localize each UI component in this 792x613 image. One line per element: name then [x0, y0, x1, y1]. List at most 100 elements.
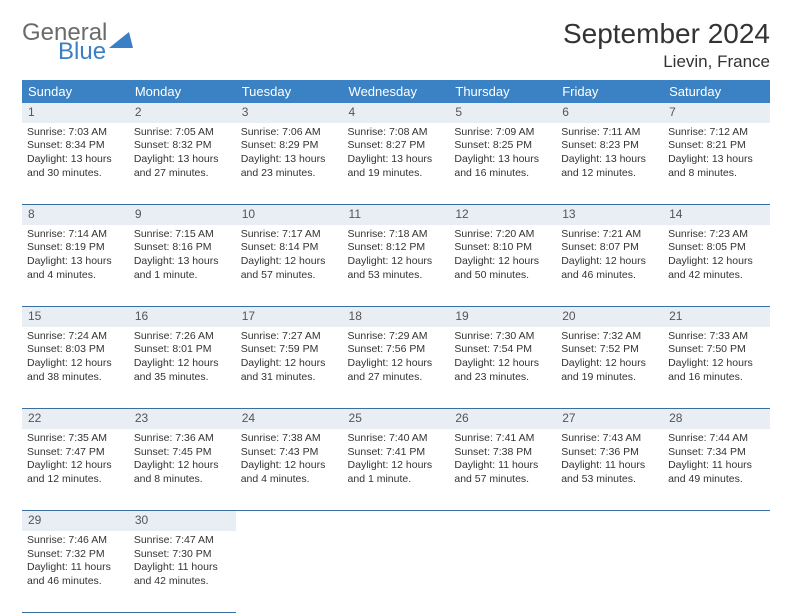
day-number: 29 — [22, 511, 129, 531]
day-number: 14 — [663, 205, 770, 225]
day-details: Sunrise: 7:29 AMSunset: 7:56 PMDaylight:… — [348, 330, 445, 385]
header: General Blue September 2024 Lievin, Fran… — [22, 18, 770, 72]
day-number: 15 — [22, 307, 129, 327]
day-number — [556, 511, 663, 531]
day-content-row: Sunrise: 7:24 AMSunset: 8:03 PMDaylight:… — [22, 327, 770, 409]
day-number: 18 — [343, 307, 450, 327]
day-cell: Sunrise: 7:46 AMSunset: 7:32 PMDaylight:… — [22, 531, 129, 613]
day-details: Sunrise: 7:05 AMSunset: 8:32 PMDaylight:… — [134, 126, 231, 181]
day-details: Sunrise: 7:33 AMSunset: 7:50 PMDaylight:… — [668, 330, 765, 385]
day-number: 13 — [556, 205, 663, 225]
day-cell: Sunrise: 7:18 AMSunset: 8:12 PMDaylight:… — [343, 225, 450, 307]
day-details: Sunrise: 7:11 AMSunset: 8:23 PMDaylight:… — [561, 126, 658, 181]
day-cell: Sunrise: 7:38 AMSunset: 7:43 PMDaylight:… — [236, 429, 343, 511]
day-cell: Sunrise: 7:35 AMSunset: 7:47 PMDaylight:… — [22, 429, 129, 511]
day-details: Sunrise: 7:03 AMSunset: 8:34 PMDaylight:… — [27, 126, 124, 181]
day-cell: Sunrise: 7:41 AMSunset: 7:38 PMDaylight:… — [449, 429, 556, 511]
day-number: 26 — [449, 409, 556, 429]
day-details: Sunrise: 7:46 AMSunset: 7:32 PMDaylight:… — [27, 534, 124, 589]
day-cell: Sunrise: 7:21 AMSunset: 8:07 PMDaylight:… — [556, 225, 663, 307]
day-number: 24 — [236, 409, 343, 429]
day-number: 8 — [22, 205, 129, 225]
day-cell: Sunrise: 7:05 AMSunset: 8:32 PMDaylight:… — [129, 123, 236, 205]
day-cell: Sunrise: 7:14 AMSunset: 8:19 PMDaylight:… — [22, 225, 129, 307]
day-cell — [449, 531, 556, 613]
day-number: 5 — [449, 103, 556, 123]
day-number: 12 — [449, 205, 556, 225]
day-details: Sunrise: 7:24 AMSunset: 8:03 PMDaylight:… — [27, 330, 124, 385]
day-content-row: Sunrise: 7:35 AMSunset: 7:47 PMDaylight:… — [22, 429, 770, 511]
day-number: 20 — [556, 307, 663, 327]
day-cell: Sunrise: 7:12 AMSunset: 8:21 PMDaylight:… — [663, 123, 770, 205]
day-number-row: 15161718192021 — [22, 307, 770, 327]
day-details: Sunrise: 7:08 AMSunset: 8:27 PMDaylight:… — [348, 126, 445, 181]
day-number — [449, 511, 556, 531]
day-content-row: Sunrise: 7:14 AMSunset: 8:19 PMDaylight:… — [22, 225, 770, 307]
day-details: Sunrise: 7:26 AMSunset: 8:01 PMDaylight:… — [134, 330, 231, 385]
logo: General Blue — [22, 22, 135, 64]
weekday-header: Monday — [129, 80, 236, 103]
day-number: 17 — [236, 307, 343, 327]
day-cell: Sunrise: 7:11 AMSunset: 8:23 PMDaylight:… — [556, 123, 663, 205]
logo-triangle-icon — [109, 30, 135, 50]
day-details: Sunrise: 7:40 AMSunset: 7:41 PMDaylight:… — [348, 432, 445, 487]
day-details: Sunrise: 7:09 AMSunset: 8:25 PMDaylight:… — [454, 126, 551, 181]
weekday-header: Sunday — [22, 80, 129, 103]
day-cell — [343, 531, 450, 613]
logo-line2: Blue — [58, 41, 107, 64]
day-cell: Sunrise: 7:08 AMSunset: 8:27 PMDaylight:… — [343, 123, 450, 205]
day-number: 30 — [129, 511, 236, 531]
day-cell: Sunrise: 7:47 AMSunset: 7:30 PMDaylight:… — [129, 531, 236, 613]
day-cell: Sunrise: 7:20 AMSunset: 8:10 PMDaylight:… — [449, 225, 556, 307]
day-details: Sunrise: 7:32 AMSunset: 7:52 PMDaylight:… — [561, 330, 658, 385]
day-details: Sunrise: 7:12 AMSunset: 8:21 PMDaylight:… — [668, 126, 765, 181]
day-number: 2 — [129, 103, 236, 123]
weekday-header: Friday — [556, 80, 663, 103]
day-number: 6 — [556, 103, 663, 123]
calendar-body: 1234567 Sunrise: 7:03 AMSunset: 8:34 PMDa… — [22, 103, 770, 613]
day-number-row: 891011121314 — [22, 205, 770, 225]
day-cell: Sunrise: 7:03 AMSunset: 8:34 PMDaylight:… — [22, 123, 129, 205]
day-details: Sunrise: 7:27 AMSunset: 7:59 PMDaylight:… — [241, 330, 338, 385]
day-cell: Sunrise: 7:09 AMSunset: 8:25 PMDaylight:… — [449, 123, 556, 205]
day-details: Sunrise: 7:43 AMSunset: 7:36 PMDaylight:… — [561, 432, 658, 487]
day-cell: Sunrise: 7:44 AMSunset: 7:34 PMDaylight:… — [663, 429, 770, 511]
month-title: September 2024 — [563, 18, 770, 50]
weekday-header: Saturday — [663, 80, 770, 103]
day-details: Sunrise: 7:06 AMSunset: 8:29 PMDaylight:… — [241, 126, 338, 181]
day-details: Sunrise: 7:36 AMSunset: 7:45 PMDaylight:… — [134, 432, 231, 487]
day-cell: Sunrise: 7:06 AMSunset: 8:29 PMDaylight:… — [236, 123, 343, 205]
day-number-row: 22232425262728 — [22, 409, 770, 429]
day-cell: Sunrise: 7:15 AMSunset: 8:16 PMDaylight:… — [129, 225, 236, 307]
day-details: Sunrise: 7:14 AMSunset: 8:19 PMDaylight:… — [27, 228, 124, 283]
day-cell: Sunrise: 7:27 AMSunset: 7:59 PMDaylight:… — [236, 327, 343, 409]
day-number: 21 — [663, 307, 770, 327]
day-number: 10 — [236, 205, 343, 225]
day-cell: Sunrise: 7:36 AMSunset: 7:45 PMDaylight:… — [129, 429, 236, 511]
day-number: 4 — [343, 103, 450, 123]
day-details: Sunrise: 7:41 AMSunset: 7:38 PMDaylight:… — [454, 432, 551, 487]
day-number: 27 — [556, 409, 663, 429]
location: Lievin, France — [563, 52, 770, 72]
calendar-table: Sunday Monday Tuesday Wednesday Thursday… — [22, 80, 770, 613]
day-details: Sunrise: 7:15 AMSunset: 8:16 PMDaylight:… — [134, 228, 231, 283]
day-number — [236, 511, 343, 531]
weekday-header: Tuesday — [236, 80, 343, 103]
day-details: Sunrise: 7:35 AMSunset: 7:47 PMDaylight:… — [27, 432, 124, 487]
day-number: 28 — [663, 409, 770, 429]
weekday-header-row: Sunday Monday Tuesday Wednesday Thursday… — [22, 80, 770, 103]
day-number: 25 — [343, 409, 450, 429]
day-content-row: Sunrise: 7:46 AMSunset: 7:32 PMDaylight:… — [22, 531, 770, 613]
day-content-row: Sunrise: 7:03 AMSunset: 8:34 PMDaylight:… — [22, 123, 770, 205]
day-cell: Sunrise: 7:23 AMSunset: 8:05 PMDaylight:… — [663, 225, 770, 307]
day-number-row: 1234567 — [22, 103, 770, 123]
title-block: September 2024 Lievin, France — [563, 18, 770, 72]
day-cell: Sunrise: 7:43 AMSunset: 7:36 PMDaylight:… — [556, 429, 663, 511]
day-number — [663, 511, 770, 531]
day-details: Sunrise: 7:17 AMSunset: 8:14 PMDaylight:… — [241, 228, 338, 283]
weekday-header: Thursday — [449, 80, 556, 103]
day-number-row: 2930 — [22, 511, 770, 531]
day-cell — [236, 531, 343, 613]
day-number: 16 — [129, 307, 236, 327]
day-cell: Sunrise: 7:29 AMSunset: 7:56 PMDaylight:… — [343, 327, 450, 409]
